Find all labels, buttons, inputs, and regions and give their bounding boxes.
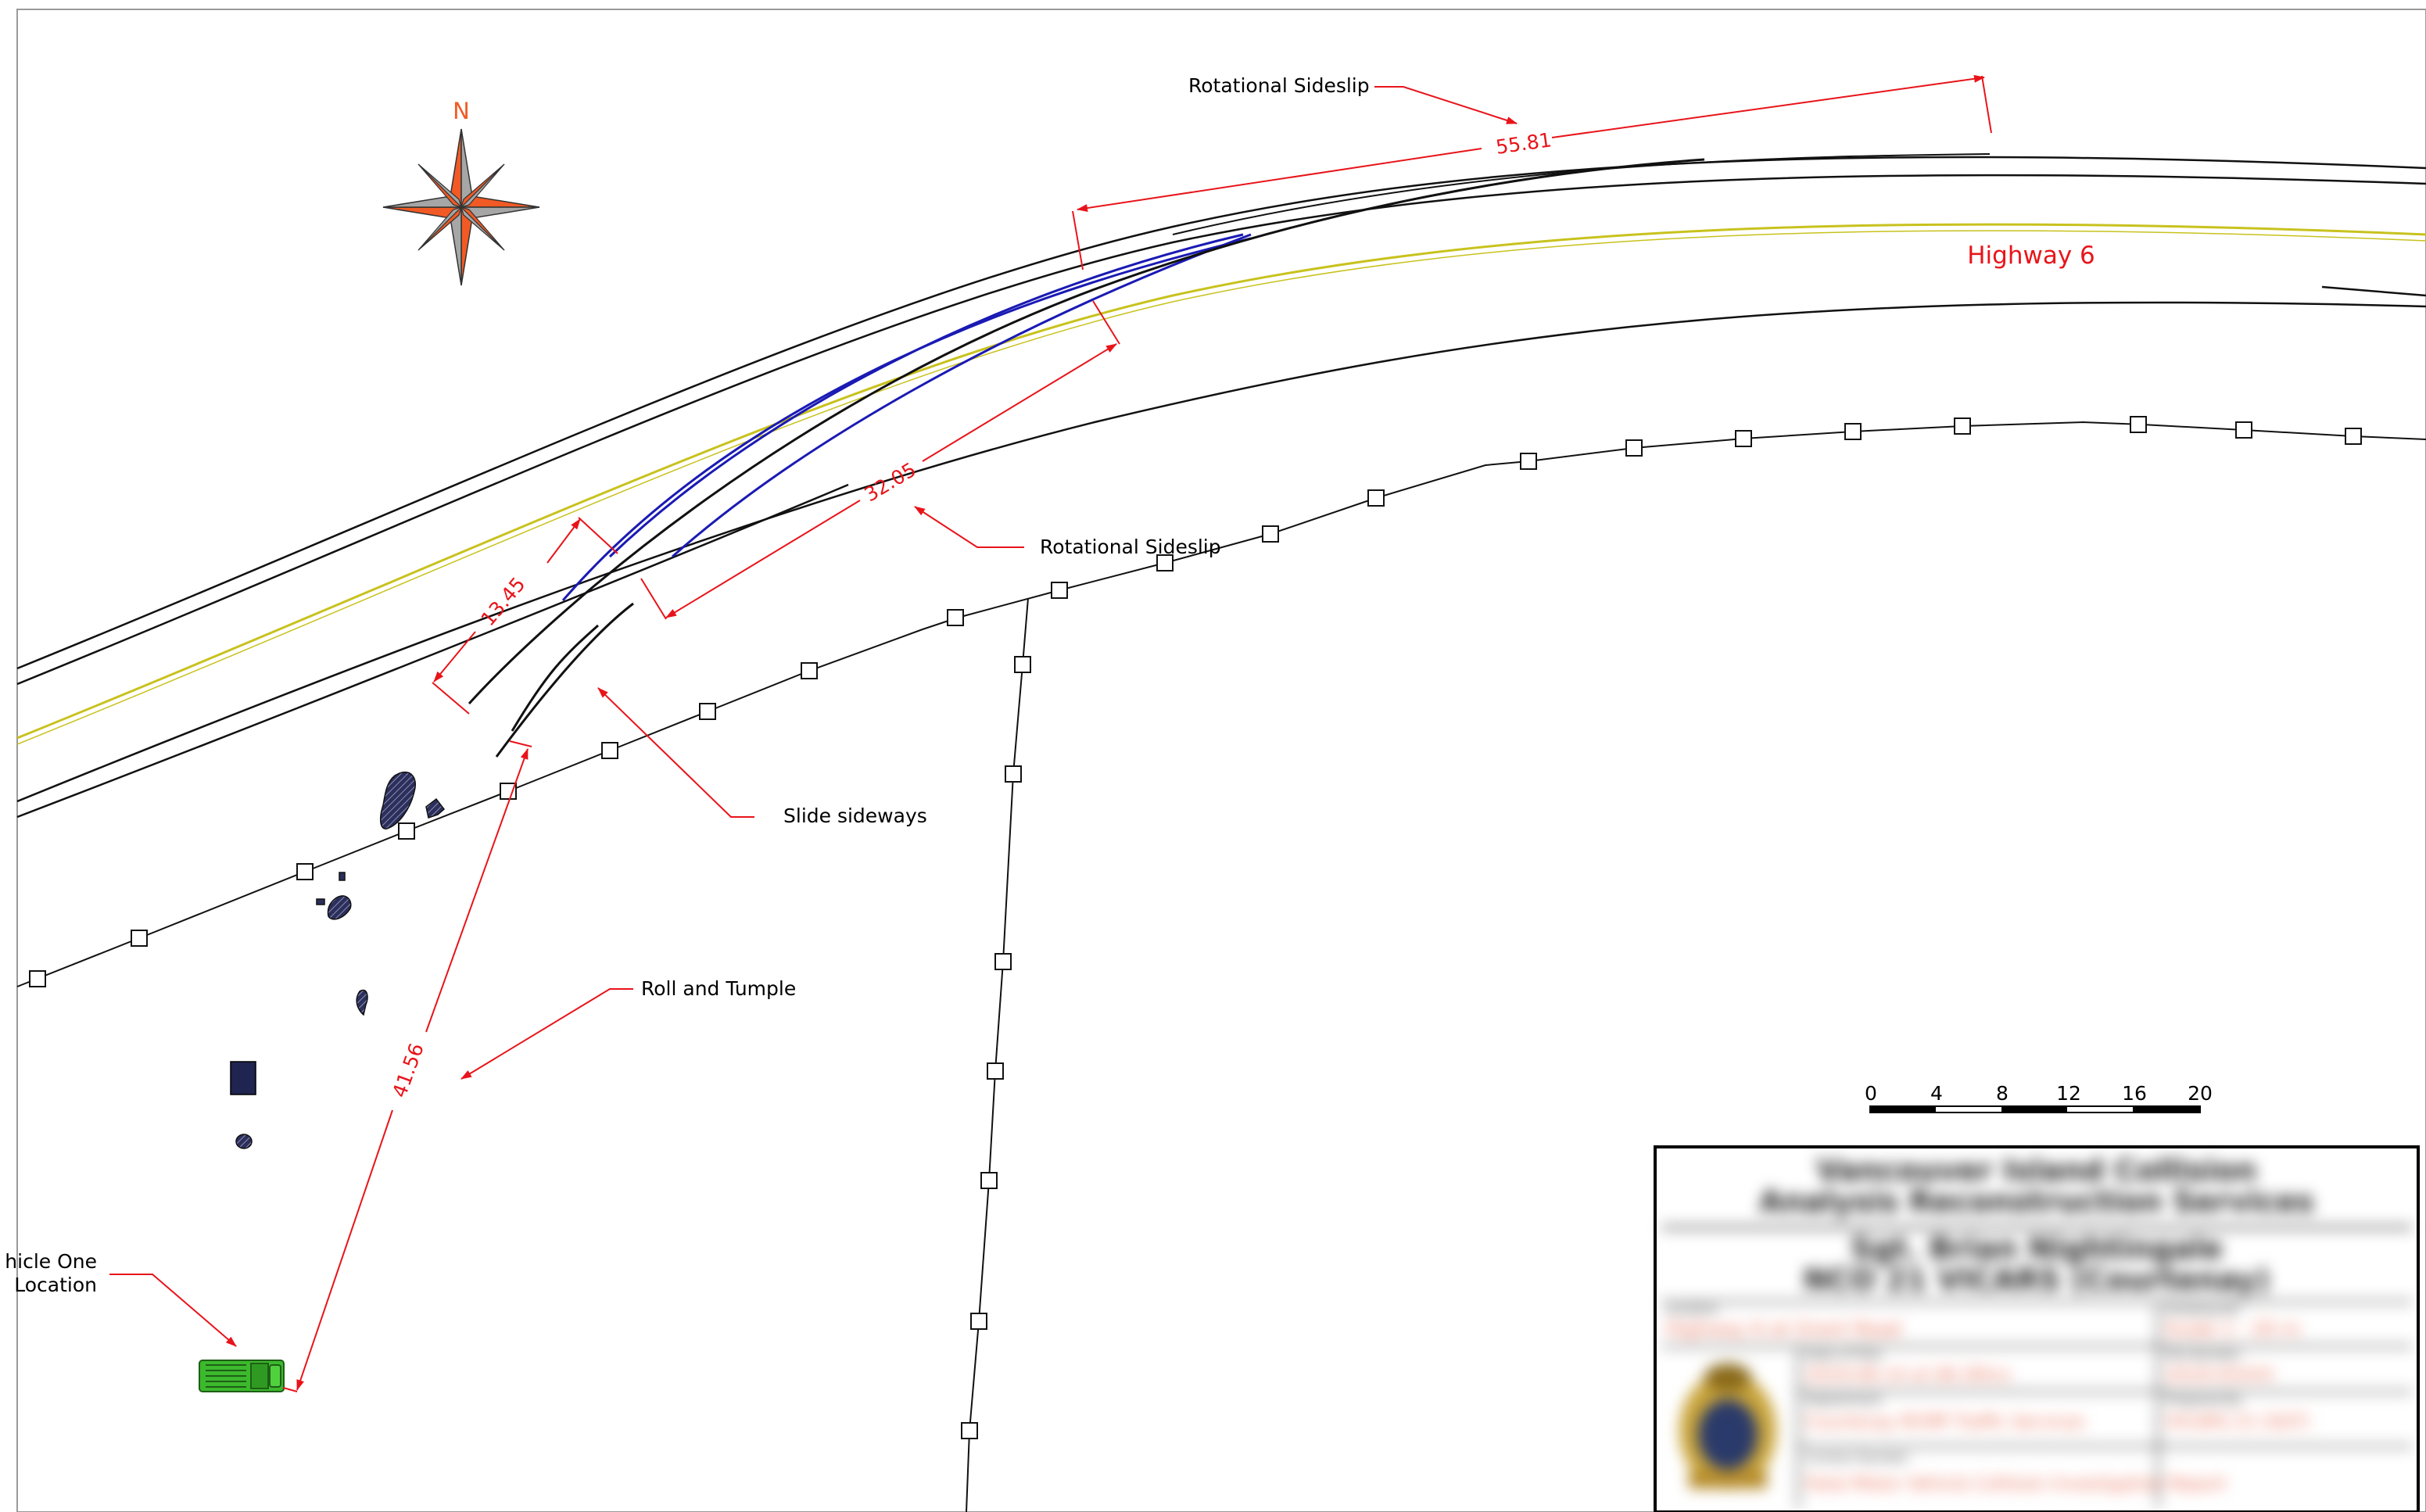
scale-tick-16: 16 [2122,1082,2147,1105]
dimension-13-45: 13.45 [476,573,529,630]
file-value: 2019-XXXXX [2166,1366,2274,1385]
rcmp-crest-icon [1679,1363,1776,1489]
title-block: Vancouver Island Collision Analysis Reco… [1654,1145,2420,1512]
date-value: 2019-06-14 at 06:30hrs [1806,1366,2011,1385]
label-vehicle-one-line2: Location [14,1274,97,1296]
compass-rose-icon [382,128,540,286]
title-line2: Analysis Reconstruction Services [1759,1184,2313,1219]
dimension-lines [282,74,1992,1392]
highway-label: Highway 6 [1967,242,2095,270]
road-edge-north-outer [16,156,2426,670]
drawn-value: Scale 1 : 20 m [2166,1318,2300,1340]
dimension-32-05: 32.05 [860,458,919,507]
scale-tick-4: 4 [1930,1082,1943,1105]
title-line1: Vancouver Island Collision [1816,1153,2256,1188]
dept-label: Department [1806,1392,1882,1407]
location-value: Highway 6 at Grant Road [1665,1318,1901,1340]
road-edge-south-outer [16,301,2426,803]
prepared-label: Prepared By [2166,1392,2241,1407]
north-label: N [453,98,470,124]
officer-line1: Sgt. Brian Nightingale [1851,1231,2223,1266]
scale-bar [1869,1105,2201,1113]
dept-value: Courtenay RCMP Traffic Services [1806,1413,2084,1432]
fence-branch-south [966,597,1029,1512]
debris [230,771,446,1149]
contact-label: Contact Number [1806,1450,1909,1465]
centerline [16,223,2426,745]
scale-tick-12: 12 [2056,1082,2081,1105]
dimension-55-81: 55.81 [1494,128,1553,159]
date-label: Date of Plan [1806,1347,1883,1362]
page-border [16,9,2426,1512]
road-edge-south-inner [16,483,849,819]
fence-posts [29,416,2362,1439]
label-rotational-sideslip-top: Rotational Sideslip [1188,74,1370,97]
road-edge-east-stub [2321,285,2426,297]
scale-tick-0: 0 [1865,1082,1877,1105]
tire-marks-black [468,153,1991,758]
drawn-label: Drawing No. [2166,1302,2242,1317]
officer-line2: NCO 21 VICARS (Courtenay) [1804,1263,2270,1297]
pickup-truck-icon [199,1360,285,1392]
label-roll-and-tumple: Roll and Tumple [641,977,796,1000]
prepared-value: VICARS 21 (SGT) [2166,1413,2310,1432]
road-edge-north-inner [16,174,2426,686]
file-label: File Number [2166,1347,2241,1362]
tire-marks-blue [561,233,1252,601]
label-vehicle-one-line1: hicle One [5,1250,97,1273]
annotation-leaders [109,86,1518,1347]
scale-tick-8: 8 [1996,1082,2009,1105]
contact-value: Fatal Motor Vehicle Collision Investigat… [1806,1474,2227,1494]
road-edges [16,156,2426,819]
location-label: Location [1665,1302,1718,1317]
dimension-41-56: 41.56 [388,1041,428,1101]
scale-tick-20: 20 [2188,1082,2213,1105]
label-rotational-sideslip-mid: Rotational Sideslip [1040,536,1221,558]
label-slide-sideways: Slide sideways [783,804,927,827]
